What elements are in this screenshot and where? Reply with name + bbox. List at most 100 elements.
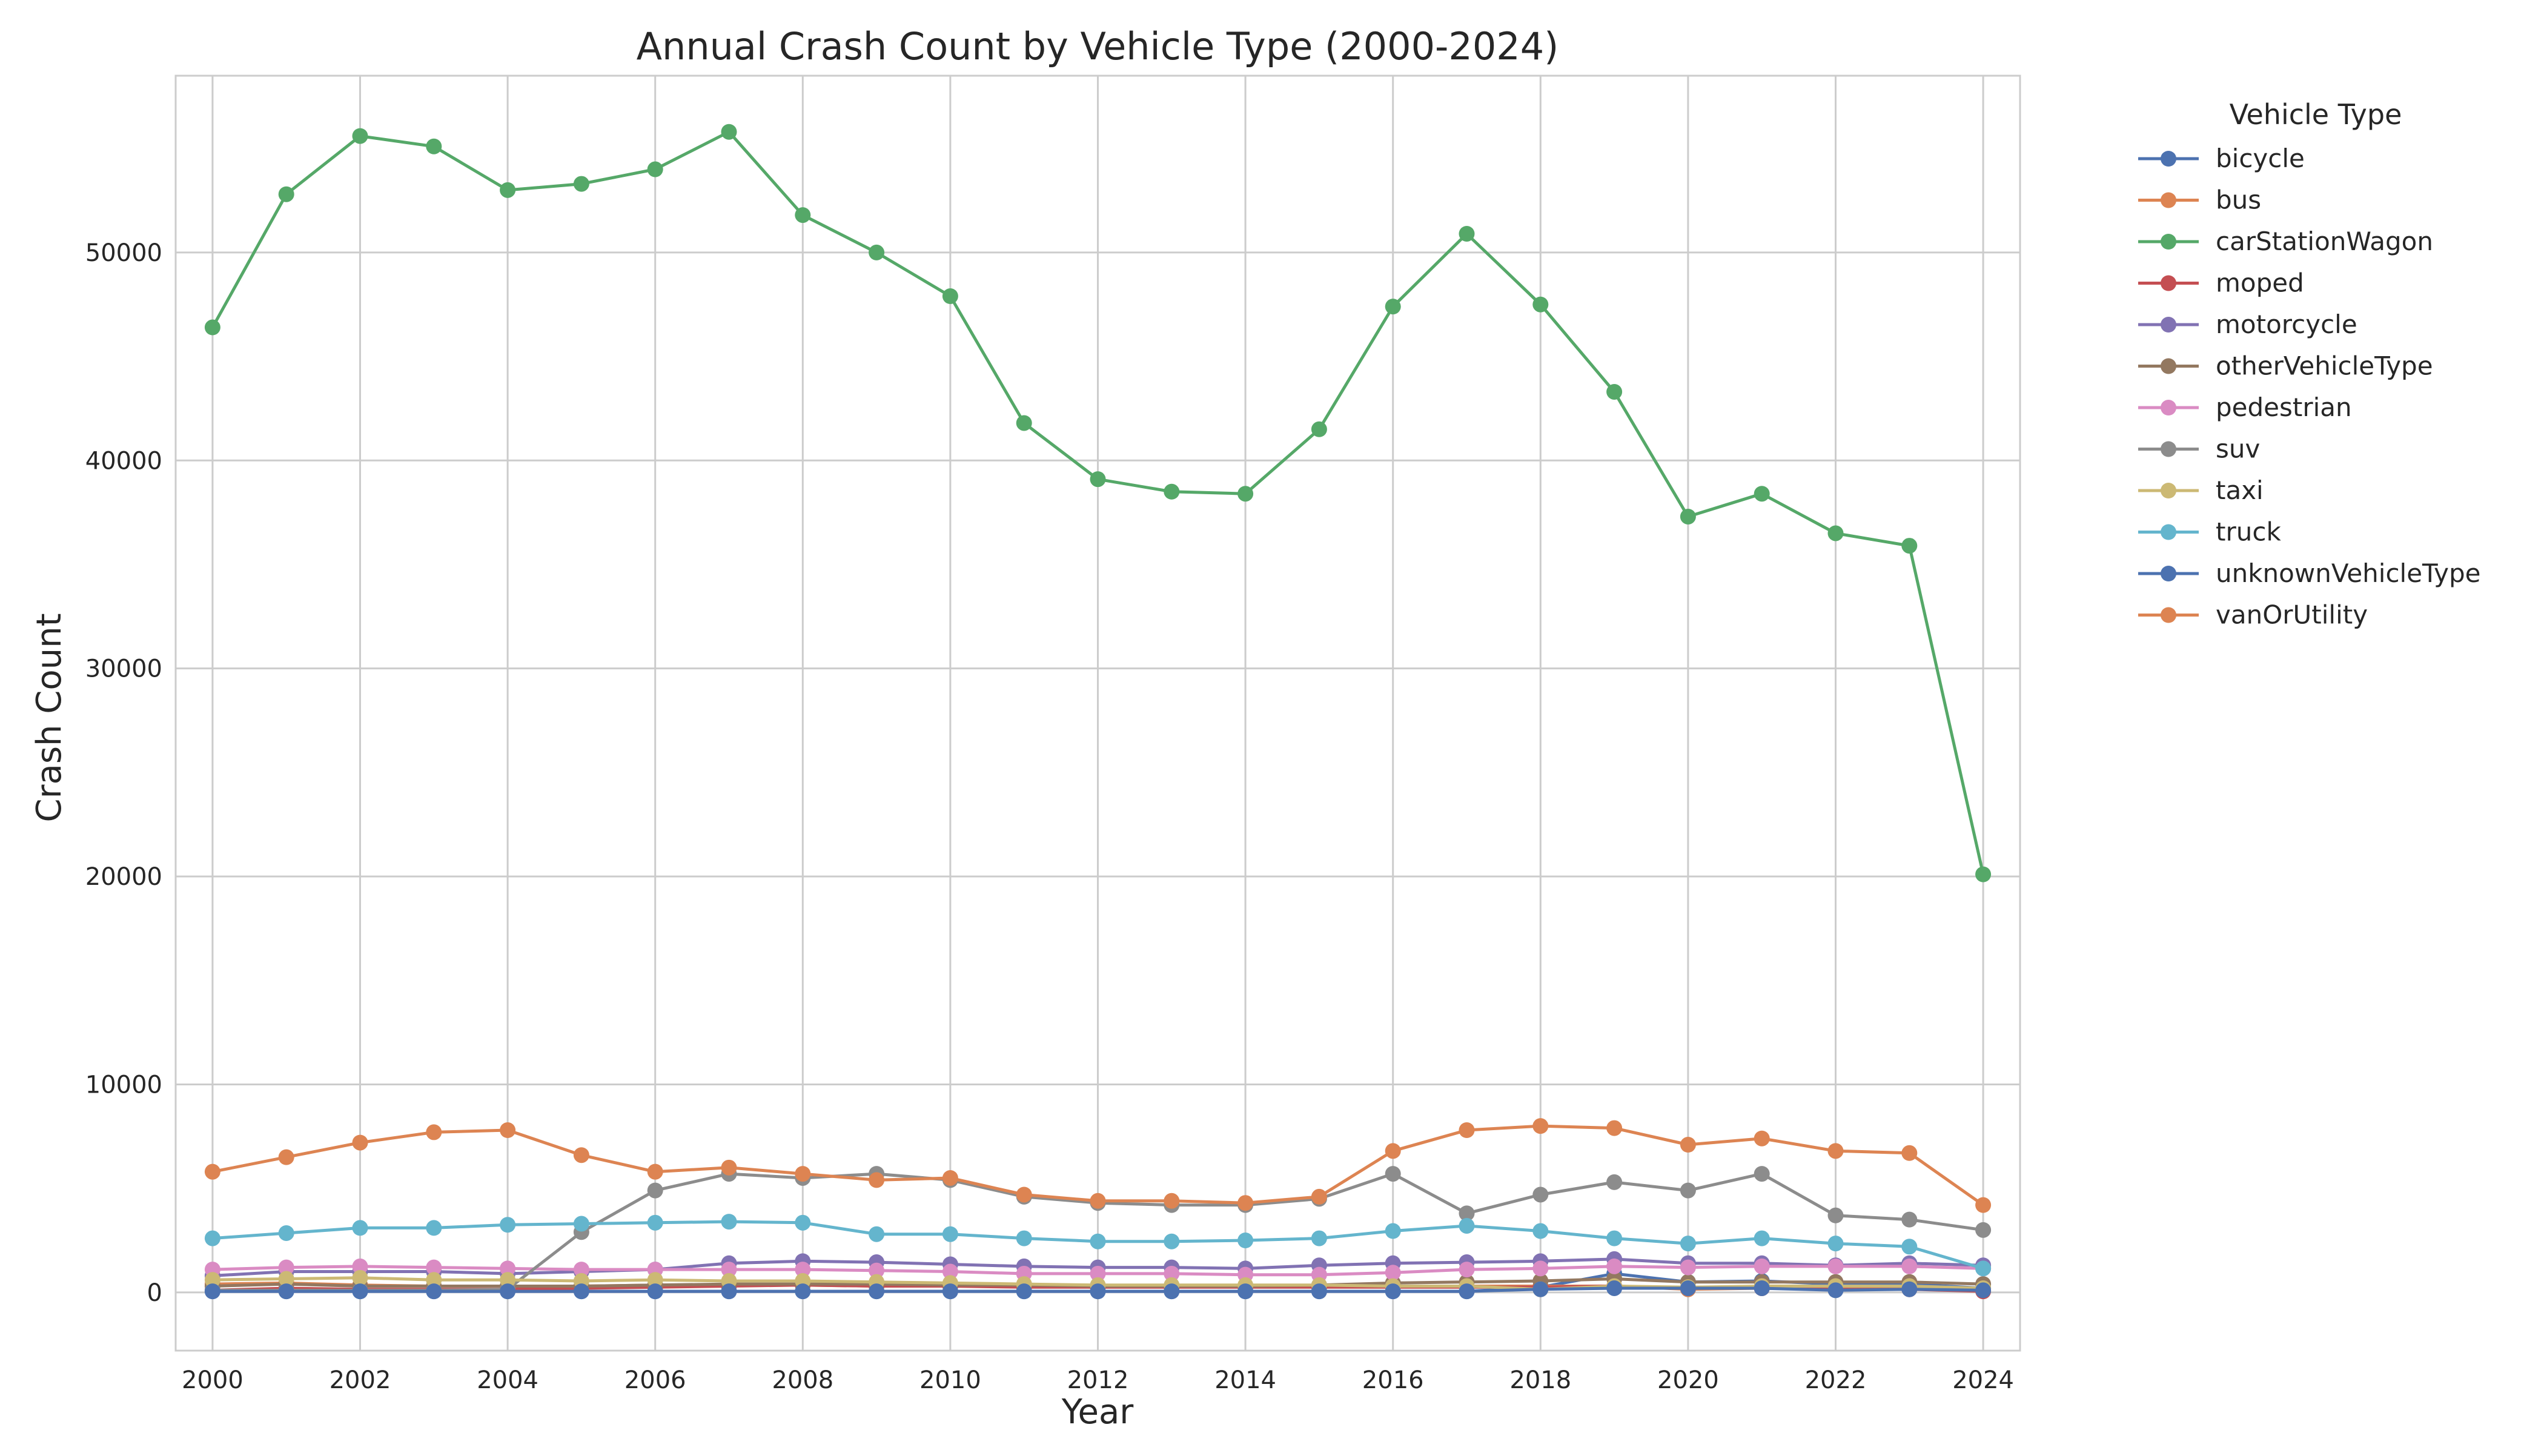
data-point <box>1975 1282 1992 1299</box>
data-point <box>278 1225 294 1241</box>
data-point <box>426 1283 442 1300</box>
data-point <box>1016 1230 1032 1246</box>
legend-label: vanOrUtility <box>2216 600 2368 630</box>
data-point <box>1164 1193 1180 1209</box>
x-axis-ticks: 2000 2002 2004 2006 2008 2010 2012 2014 2016 2018… <box>182 1366 2014 1394</box>
data-point <box>1754 1166 1770 1182</box>
data-point <box>352 128 368 144</box>
data-point <box>1164 1283 1180 1300</box>
data-point <box>647 161 663 177</box>
data-point <box>1606 1120 1623 1136</box>
x-tick-label: 2024 <box>1952 1366 2014 1394</box>
legend-swatch-marker <box>2161 607 2176 623</box>
data-point <box>1754 1130 1770 1147</box>
legend-swatch-marker <box>2161 317 2176 333</box>
legend-swatch-marker <box>2161 151 2176 167</box>
data-point <box>1606 1230 1623 1246</box>
data-point <box>942 288 958 304</box>
data-point <box>1090 471 1106 488</box>
x-tick-label: 2008 <box>772 1366 833 1394</box>
data-point <box>1606 1280 1623 1296</box>
data-point <box>573 1216 589 1232</box>
data-point <box>1754 486 1770 502</box>
data-point <box>500 1272 516 1288</box>
data-point <box>1385 299 1401 315</box>
data-point <box>1459 1217 1475 1234</box>
legend-item: unknownVehicleType <box>2138 558 2481 588</box>
data-point <box>1237 486 1254 502</box>
data-point <box>647 1163 663 1180</box>
data-point <box>1459 225 1475 242</box>
data-point <box>426 1124 442 1140</box>
x-tick-label: 2018 <box>1509 1366 1571 1394</box>
data-point <box>869 1226 885 1242</box>
data-point <box>1532 1186 1549 1203</box>
data-point <box>721 1283 737 1300</box>
data-point <box>795 1283 811 1300</box>
series-carStationWagon <box>204 124 1992 882</box>
data-point <box>426 1220 442 1236</box>
data-point <box>1901 1145 1918 1161</box>
data-point <box>500 182 516 198</box>
y-tick-label: 20000 <box>85 863 162 891</box>
data-point <box>1459 1262 1475 1278</box>
data-point <box>647 1283 663 1300</box>
data-point <box>1237 1283 1254 1300</box>
legend-label: motorcycle <box>2216 309 2357 339</box>
data-point <box>1459 1205 1475 1222</box>
data-point <box>1827 1236 1844 1252</box>
x-tick-label: 2020 <box>1657 1366 1719 1394</box>
data-point <box>1385 1283 1401 1300</box>
data-point <box>647 1182 663 1199</box>
legend-swatch-marker <box>2161 234 2176 250</box>
data-point <box>1901 1211 1918 1228</box>
data-point <box>942 1170 958 1186</box>
data-point <box>1754 1230 1770 1246</box>
data-point <box>573 1262 589 1278</box>
data-point <box>1385 1143 1401 1159</box>
data-point <box>1680 1182 1696 1199</box>
data-point <box>942 1283 958 1300</box>
x-tick-label: 2014 <box>1214 1366 1276 1394</box>
data-point <box>869 1283 885 1300</box>
data-point <box>1532 1223 1549 1239</box>
data-point <box>352 1258 368 1274</box>
x-tick-label: 2006 <box>624 1366 686 1394</box>
data-point <box>1090 1283 1106 1300</box>
series-lines <box>204 124 1992 1300</box>
data-point <box>352 1283 368 1300</box>
data-point <box>942 1226 958 1242</box>
data-point <box>869 1172 885 1188</box>
x-tick-label: 2002 <box>330 1366 391 1394</box>
data-point <box>204 1283 220 1300</box>
data-point <box>1385 1265 1401 1281</box>
x-tick-label: 2000 <box>182 1366 243 1394</box>
y-tick-label: 40000 <box>85 447 162 475</box>
data-point <box>1459 1122 1475 1139</box>
data-point <box>1827 1282 1844 1299</box>
legend-item: truck <box>2138 517 2281 547</box>
x-tick-label: 2016 <box>1362 1366 1424 1394</box>
legend-label: unknownVehicleType <box>2216 558 2481 588</box>
legend-label: moped <box>2216 268 2304 298</box>
data-point <box>1459 1283 1475 1300</box>
data-point <box>721 1262 737 1278</box>
data-point <box>278 1271 294 1287</box>
data-point <box>647 1214 663 1231</box>
data-point <box>1901 1281 1918 1297</box>
y-tick-label: 30000 <box>85 655 162 683</box>
data-point <box>204 1163 220 1180</box>
data-point <box>352 1134 368 1151</box>
legend: Vehicle Type bicycle bus carStationWagon mo… <box>2138 98 2481 630</box>
data-point <box>1975 1260 1992 1277</box>
data-point <box>1680 1137 1696 1153</box>
data-point <box>647 1272 663 1288</box>
data-point <box>795 207 811 223</box>
data-point <box>1606 383 1623 400</box>
data-point <box>1532 296 1549 313</box>
legend-item: vanOrUtility <box>2138 600 2368 630</box>
chart-title: Annual Crash Count by Vehicle Type (2000… <box>637 24 1559 68</box>
data-point <box>1754 1258 1770 1274</box>
data-point <box>426 1259 442 1276</box>
